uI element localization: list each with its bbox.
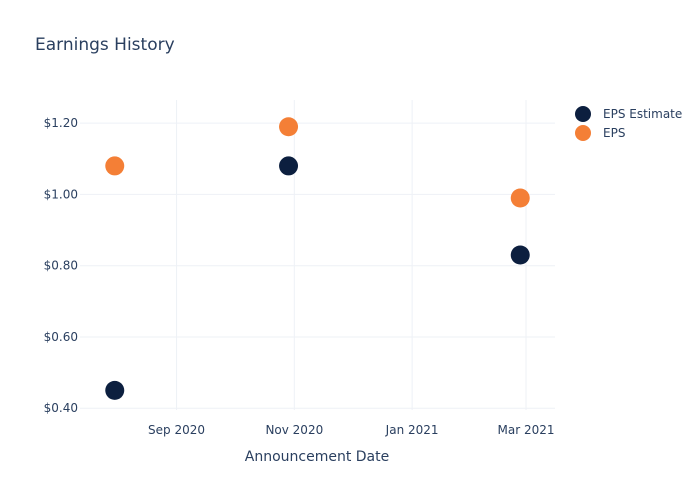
point-eps-estimate[interactable] [279, 156, 299, 176]
x-tick-label: Jan 2021 [385, 423, 439, 437]
legend-marker [575, 106, 591, 122]
data-points [105, 117, 530, 400]
chart-title: Earnings History [35, 35, 175, 55]
x-axis-title: Announcement Date [245, 449, 389, 465]
y-tick-label: $0.40 [44, 401, 78, 415]
point-eps[interactable] [510, 188, 530, 208]
legend-item-eps-estimate[interactable]: EPS Estimate [575, 106, 682, 122]
legend-label: EPS [603, 126, 625, 140]
legend[interactable]: EPS Estimate EPS [575, 106, 682, 141]
legend-marker [575, 125, 591, 141]
grid [80, 100, 555, 410]
legend-item-eps[interactable]: EPS [575, 125, 625, 141]
y-tick-label: $0.60 [44, 330, 78, 344]
point-eps-estimate[interactable] [105, 380, 125, 400]
x-tick-label: Nov 2020 [265, 423, 323, 437]
point-eps-estimate[interactable] [510, 245, 530, 265]
legend-label: EPS Estimate [603, 107, 682, 121]
y-tick-label: $1.00 [44, 187, 78, 201]
y-tick-label: $1.20 [44, 116, 78, 130]
point-eps[interactable] [105, 156, 125, 176]
y-tick-label: $0.80 [44, 259, 78, 273]
x-axis-ticks: Sep 2020 Nov 2020 Jan 2021 Mar 2021 [148, 423, 554, 437]
point-eps[interactable] [279, 117, 299, 137]
y-axis-ticks: $0.40 $0.60 $0.80 $1.00 $1.20 [44, 116, 78, 415]
x-tick-label: Mar 2021 [498, 423, 555, 437]
x-tick-label: Sep 2020 [148, 423, 205, 437]
